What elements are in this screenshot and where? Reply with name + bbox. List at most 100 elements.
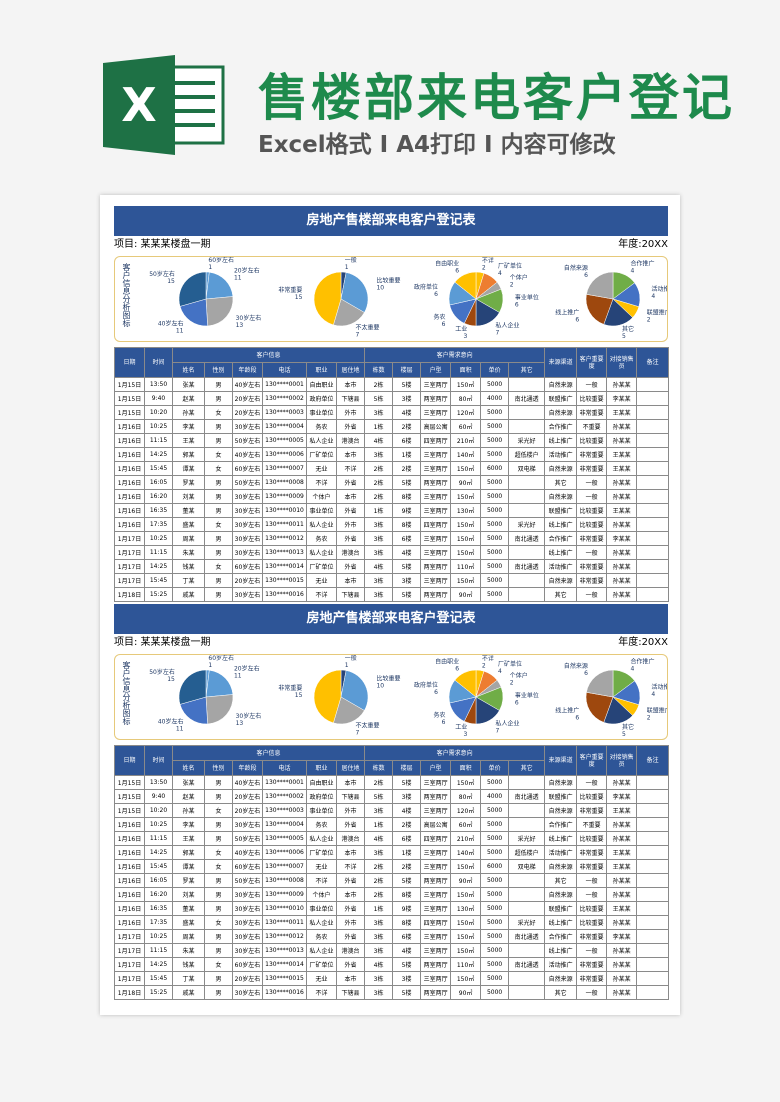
cell: 5000 [480, 545, 510, 560]
slice-value: 10 [376, 284, 384, 291]
column-header: 来源渠道 [544, 745, 578, 776]
cell: 1月17日 [114, 943, 145, 958]
cell: 5000 [480, 447, 510, 462]
slice-value: 2 [482, 264, 486, 271]
pie-slice [340, 670, 369, 711]
cell: 事业单位 [306, 405, 337, 420]
cell: 13:50 [144, 775, 173, 790]
column-header: 姓名 [172, 362, 205, 378]
slice-label: 不详 [482, 655, 494, 662]
cell: 政府单位 [306, 391, 337, 406]
cell: 孙某某 [606, 775, 638, 790]
cell: 务农 [306, 929, 337, 944]
cell: 男 [204, 587, 233, 602]
slice-label: 一般 [345, 257, 357, 264]
cell: 40岁左右 [232, 775, 263, 790]
cell: 1月15日 [114, 405, 145, 420]
cell: 本市 [335, 573, 366, 588]
column-header: 单价 [480, 362, 510, 378]
cell: 15:25 [144, 587, 173, 602]
cell: 三室两厅 [420, 545, 452, 560]
cell: 130㎡ [450, 503, 482, 518]
slice-value: 6 [575, 317, 579, 324]
column-header: 时间 [144, 745, 173, 776]
cell [508, 573, 546, 588]
cell [636, 405, 670, 420]
cell [636, 461, 670, 476]
cell: 80㎡ [450, 391, 482, 406]
cell: 3栋 [364, 929, 394, 944]
header-row: 日期 时间 客户信息 客户需求意向 来源渠道 客户重要度 对接销售员 备注 [114, 347, 670, 378]
cell: 港澳台 [335, 433, 366, 448]
table-row: 1月15日 9:40 赵某男 20岁左右 130****0002 政府单位 下辖县 5栋 3楼两… [114, 789, 670, 804]
cell: 15:45 [144, 971, 173, 986]
cell: 1月16日 [114, 461, 145, 476]
cell: 5000 [480, 475, 510, 490]
cell: 自然来源 [544, 887, 578, 902]
cell: 5000 [480, 817, 510, 832]
slice-label: 合作推广 [631, 658, 655, 666]
table-row: 1月17日 15:45 丁某男 20岁左右 130****0015 无业 本市 3栋 3楼 三室两… [114, 573, 670, 588]
cell: 130****0005 [262, 831, 307, 846]
column-header: 时间 [144, 347, 173, 378]
cell: 四室两厅 [420, 517, 452, 532]
cell: 5楼 [392, 377, 422, 392]
cell: 6000 [480, 859, 510, 874]
cell: 孙某某 [606, 971, 638, 986]
cell: 40岁左右 [232, 377, 263, 392]
cell: 周某 [172, 531, 205, 546]
cell: 40岁左右 [232, 845, 263, 860]
slice-label: 比较重要 [376, 276, 400, 284]
table-row: 1月15日 13:50 张某男 40岁左右 130****0001 自由职业 本市 2栋 5楼三… [114, 377, 670, 392]
cell: 三室两厅 [420, 461, 452, 476]
cell: 3栋 [364, 915, 394, 930]
cell: 钱某 [172, 559, 205, 574]
column-header: 年龄段 [232, 362, 263, 378]
cell: 合作推广 [544, 531, 578, 546]
cell: 14:25 [144, 447, 173, 462]
cell: 四室两厅 [420, 433, 452, 448]
cell: 线上推广 [544, 517, 578, 532]
table-row: 1月17日 14:25 钱某女 60岁左右 130****0014 厂矿单位 外省 4栋 5楼两… [114, 559, 670, 574]
cell: 事业单位 [306, 901, 337, 916]
cell: 外省 [335, 817, 366, 832]
cell: 男 [204, 545, 233, 560]
cell: 自然来源 [544, 489, 578, 504]
cell: 6楼 [392, 831, 422, 846]
table-row: 1月17日 11:15 朱某男 30岁左右 130****0013 私人企业 港澳台 3栋 4楼… [114, 545, 670, 560]
group-header: 客户需求意向 [364, 745, 546, 761]
cell: 1月17日 [114, 971, 145, 986]
cell: 周某 [172, 929, 205, 944]
cell: 5楼 [392, 985, 422, 1000]
slice-value: 15 [295, 294, 303, 301]
column-header: 面积 [450, 362, 482, 378]
cell: 5000 [480, 943, 510, 958]
cell: 男 [204, 929, 233, 944]
slice-label: 线上推广 [555, 707, 579, 715]
cell: 15:45 [144, 859, 173, 874]
cell: 1月16日 [114, 859, 145, 874]
cell: 本市 [335, 971, 366, 986]
cell: 丁某 [172, 573, 205, 588]
cell: 比较重要 [576, 831, 608, 846]
analysis-label: 客户信息分析图标 [122, 263, 131, 327]
cell: 1月16日 [114, 915, 145, 930]
cell: 高层公寓 [420, 817, 452, 832]
cell: 合作推广 [544, 817, 578, 832]
cell: 5000 [480, 929, 510, 944]
cell: 2栋 [364, 461, 394, 476]
column-header: 日期 [114, 347, 145, 378]
cell: 11:15 [144, 545, 173, 560]
pie-slice [205, 669, 234, 698]
cell: 6000 [480, 461, 510, 476]
cell: 非常重要 [576, 929, 608, 944]
cell: 无业 [306, 573, 337, 588]
slice-value: 10 [376, 682, 384, 689]
cell: 非常重要 [576, 461, 608, 476]
cell: 孙某某 [606, 489, 638, 504]
cell: 下辖县 [335, 587, 366, 602]
slice-value: 6 [515, 700, 519, 707]
cell: 女 [204, 447, 233, 462]
cell: 5楼 [392, 775, 422, 790]
cell: 戚某 [172, 587, 205, 602]
